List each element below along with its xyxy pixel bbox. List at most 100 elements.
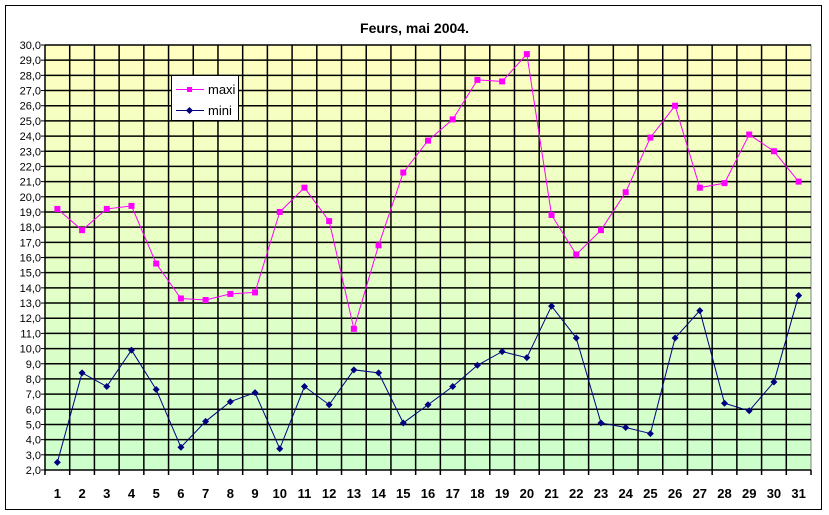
data-point-maxi — [597, 227, 604, 234]
y-tick-label: 8,0 — [26, 374, 41, 386]
data-point-maxi — [548, 212, 555, 218]
legend: maxi mini — [171, 75, 239, 121]
data-point-mini — [721, 399, 729, 407]
data-point-mini — [350, 366, 358, 374]
y-tick-label: 20,0 — [20, 192, 41, 204]
y-tick-label: 7,0 — [26, 389, 41, 401]
data-point-maxi — [721, 180, 728, 187]
data-point-maxi — [276, 208, 283, 215]
data-point-maxi — [647, 134, 654, 141]
data-point-mini — [300, 383, 308, 391]
data-point-maxi — [153, 260, 160, 267]
diamond-marker-icon — [185, 106, 194, 114]
y-tick-label: 4,0 — [26, 435, 41, 447]
x-tick-label: 16 — [421, 486, 435, 501]
data-point-maxi — [177, 295, 184, 302]
data-point-maxi — [696, 184, 703, 191]
data-point-mini — [671, 334, 679, 342]
data-point-mini — [202, 417, 210, 425]
data-point-maxi — [499, 78, 506, 85]
x-tick-label: 14 — [371, 486, 386, 501]
x-tick-label: 1 — [54, 486, 61, 501]
x-tick-label: 15 — [396, 486, 410, 501]
data-point-maxi — [54, 205, 61, 212]
x-tick-label: 30 — [767, 486, 781, 501]
data-point-maxi — [202, 297, 209, 303]
x-tick-label: 25 — [643, 486, 657, 501]
data-point-maxi — [301, 184, 308, 191]
y-tick-label: 21,0 — [20, 177, 41, 189]
data-point-mini — [226, 398, 234, 406]
y-tick-label: 17,0 — [20, 237, 41, 249]
x-tick-label: 3 — [103, 486, 110, 501]
data-point-maxi — [79, 227, 86, 234]
data-point-mini — [770, 378, 778, 386]
y-tick-label: 23,0 — [20, 146, 41, 158]
data-point-maxi — [770, 148, 777, 155]
x-tick-label: 29 — [742, 486, 756, 501]
data-point-mini — [473, 361, 481, 369]
y-tick-label: 11,0 — [20, 328, 41, 340]
legend-line-mini — [176, 106, 204, 114]
data-point-mini — [424, 401, 432, 409]
data-point-maxi — [672, 102, 679, 109]
data-point-mini — [548, 302, 556, 310]
y-tick-label: 28,0 — [20, 70, 41, 82]
data-point-mini — [597, 419, 605, 427]
data-point-mini — [276, 445, 284, 453]
data-point-mini — [795, 291, 803, 299]
x-tick-label: 24 — [618, 486, 633, 501]
y-tick-label: 25,0 — [20, 116, 41, 128]
y-tick-label: 2,0 — [26, 465, 41, 477]
data-point-maxi — [252, 289, 259, 296]
data-point-mini — [498, 348, 506, 356]
data-point-mini — [449, 383, 457, 391]
data-point-maxi — [326, 218, 333, 225]
x-tick-label: 6 — [177, 486, 184, 501]
data-point-maxi — [523, 51, 530, 58]
y-tick-label: 18,0 — [20, 222, 41, 234]
data-point-mini — [325, 401, 333, 409]
y-tick-label: 10,0 — [20, 344, 41, 356]
data-point-mini — [53, 458, 61, 466]
data-point-maxi — [103, 205, 110, 212]
data-point-maxi — [474, 76, 481, 83]
x-tick-label: 23 — [594, 486, 608, 501]
y-tick-label: 6,0 — [26, 404, 41, 416]
data-point-maxi — [375, 242, 382, 249]
x-tick-label: 21 — [544, 486, 558, 501]
data-point-mini — [646, 430, 654, 438]
legend-label-maxi: maxi — [208, 81, 236, 97]
x-tick-label: 4 — [128, 486, 136, 501]
y-tick-label: 30,0 — [20, 40, 41, 52]
x-tick-label: 22 — [569, 486, 583, 501]
x-tick-label: 19 — [495, 486, 509, 501]
y-tick-label: 5,0 — [26, 419, 41, 431]
x-tick-label: 31 — [791, 486, 805, 501]
data-point-maxi — [449, 116, 456, 123]
data-point-mini — [103, 383, 111, 391]
y-tick-label: 27,0 — [20, 86, 41, 98]
data-point-maxi — [227, 290, 234, 297]
x-tick-label: 2 — [78, 486, 85, 501]
data-point-maxi — [622, 189, 629, 196]
y-tick-label: 3,0 — [26, 450, 41, 462]
x-tick-label: 28 — [717, 486, 731, 501]
y-tick-label: 14,0 — [20, 283, 41, 295]
y-tick-label: 15,0 — [20, 268, 41, 280]
data-point-mini — [78, 369, 86, 377]
data-point-maxi — [400, 169, 407, 176]
legend-line-maxi — [176, 86, 204, 92]
y-tick-label: 12,0 — [20, 313, 41, 325]
square-marker-icon — [187, 86, 192, 92]
data-point-mini — [375, 369, 383, 377]
data-point-maxi — [573, 251, 580, 258]
x-tick-label: 13 — [347, 486, 361, 501]
x-tick-label: 17 — [445, 486, 459, 501]
x-tick-label: 12 — [322, 486, 336, 501]
data-point-mini — [622, 424, 630, 431]
data-point-maxi — [746, 131, 753, 138]
data-point-maxi — [795, 178, 802, 185]
x-tick-label: 11 — [298, 486, 312, 501]
x-tick-label: 5 — [153, 486, 160, 501]
